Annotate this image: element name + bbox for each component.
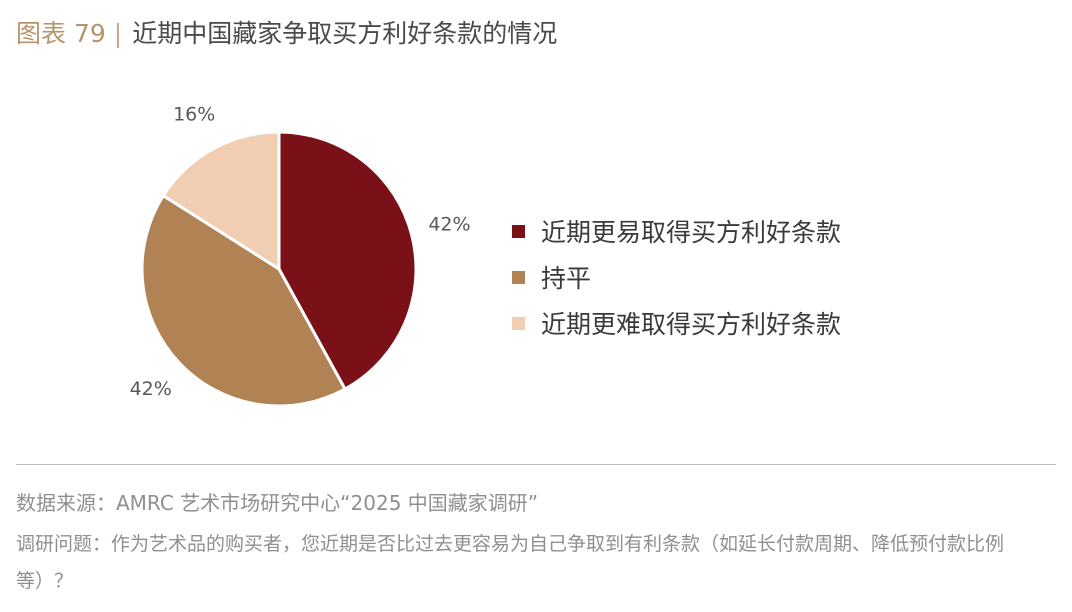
slice-value-label: 42% — [130, 378, 172, 400]
legend-item: 近期更难取得买方利好条款 — [512, 300, 841, 346]
chart-title-row: 图表 79 | 近期中国藏家争取买方利好条款的情况 — [16, 16, 557, 52]
chart-legend: 近期更易取得买方利好条款 持平近期更难取得买方利好条款 — [512, 208, 841, 346]
slice-value-label: 16% — [173, 103, 215, 125]
pie-slice — [277, 130, 418, 391]
legend-swatch — [512, 270, 525, 284]
legend-label: 近期更易取得买方利好条款 — [541, 218, 842, 247]
legend-label: 持平 — [541, 264, 592, 293]
legend-swatch — [512, 316, 525, 330]
legend-item: 持平 — [512, 254, 841, 300]
survey-question-note: 调研问题：作为艺术品的购买者，您近期是否比过去更容易为自己争取到有利条款（如延长… — [16, 533, 1005, 592]
legend-swatch — [512, 224, 525, 238]
data-source-note: 数据来源：AMRC 艺术市场研究中心“2025 中国藏家调研” — [16, 491, 539, 515]
chart-title: 近期中国藏家争取买方利好条款的情况 — [132, 19, 558, 48]
title-separator: | — [113, 19, 123, 48]
slice-value-label: 42% — [428, 214, 470, 236]
legend-item: 近期更易取得买方利好条款 — [512, 208, 841, 254]
pie-slice — [140, 194, 347, 408]
figure-label: 图表 79 — [16, 19, 106, 48]
pie-slice — [161, 130, 281, 271]
footer-divider — [16, 464, 1056, 465]
legend-label: 近期更难取得买方利好条款 — [541, 310, 842, 339]
